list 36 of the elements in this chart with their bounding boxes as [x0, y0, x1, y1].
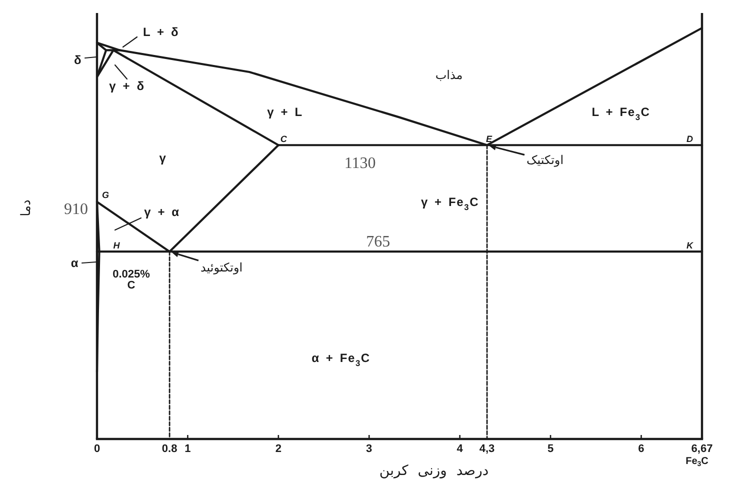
annotation: C: [280, 134, 288, 144]
annotation: G: [102, 190, 110, 200]
annotation: 0.025% C: [112, 268, 150, 292]
annotation: اوتکتیک: [526, 153, 564, 168]
annotation: K: [686, 240, 694, 251]
x-tick-label: 5: [547, 443, 554, 455]
x-tick-label: 6,67: [691, 443, 713, 455]
annotation: γ: [159, 151, 167, 165]
x-tick-label: 0.8: [162, 443, 178, 455]
annotation: 1130: [344, 154, 376, 172]
annotation: L + δ: [142, 25, 180, 39]
x-tick-label: 2: [275, 443, 282, 455]
annotation: مذاب: [435, 68, 463, 82]
annotation: اوتکتوئید: [200, 260, 243, 275]
text: Fe$_{3}$C: [686, 456, 708, 468]
annotation: 910: [64, 200, 88, 218]
annotation: L + Fe$_{3}$C: [592, 105, 650, 122]
annotation: E: [486, 134, 494, 144]
x-tick-label: 4,3: [479, 443, 495, 455]
annotation: γ + L: [267, 105, 303, 119]
text: α: [70, 256, 80, 270]
x-tick-label: 3: [366, 443, 372, 455]
annotation: D: [686, 134, 694, 144]
annotation: γ + α: [144, 205, 180, 219]
annotation: γ + Fe$_{3}$C: [420, 195, 480, 212]
x-axis-title: درصد وزنی کربن: [379, 463, 489, 479]
y-axis-title: دما: [18, 199, 34, 216]
annotation: H: [113, 240, 120, 251]
annotation: γ + δ: [109, 79, 145, 93]
text: δ: [74, 53, 82, 67]
x-tick-label: 6: [638, 443, 644, 455]
annotation: α + Fe$_{3}$C: [312, 351, 370, 368]
x-tick-label: 0: [94, 443, 100, 455]
x-tick-label: 1: [184, 443, 191, 455]
x-tick-label: 4: [456, 443, 464, 455]
annotation: 765: [366, 233, 390, 250]
